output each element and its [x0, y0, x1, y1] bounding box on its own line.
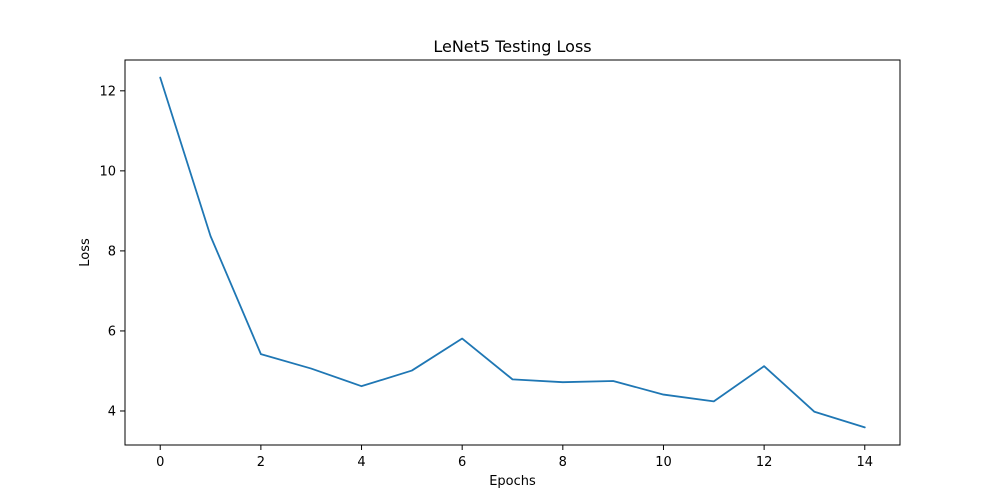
plot-frame [124, 59, 901, 446]
x-tick-label: 10 [655, 455, 672, 470]
y-tick-label: 10 [99, 164, 116, 179]
x-tick-label: 4 [357, 455, 365, 470]
chart-title: LeNet5 Testing Loss [433, 37, 591, 56]
x-tick-label: 0 [156, 455, 164, 470]
x-tick-label: 2 [257, 455, 265, 470]
y-axis-label: Loss [78, 238, 93, 267]
x-tick-label: 6 [458, 455, 466, 470]
x-tick-label: 14 [856, 455, 873, 470]
x-tick-label: 8 [559, 455, 567, 470]
x-axis-ticks: 0 2 4 6 8 10 12 14 [156, 445, 873, 470]
y-tick-label: 12 [99, 84, 116, 99]
y-tick-label: 8 [108, 244, 116, 259]
series-points [160, 77, 865, 428]
y-axis-ticks: 4 6 8 10 12 [99, 84, 125, 419]
x-tick-label: 12 [756, 455, 773, 470]
y-tick-label: 4 [108, 404, 116, 419]
x-axis-label: Epochs [489, 474, 536, 489]
y-tick-label: 6 [108, 324, 116, 339]
